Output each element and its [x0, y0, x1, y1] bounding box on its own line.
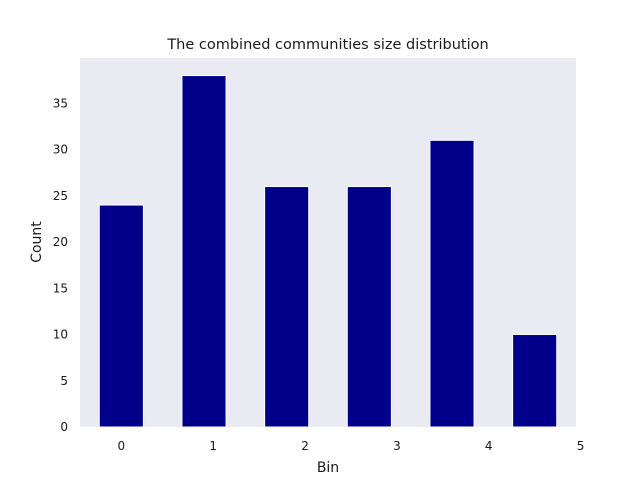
- bar-0: [98, 204, 144, 428]
- plot-area: [80, 58, 576, 427]
- x-tick-label: 0: [118, 439, 126, 453]
- chart-title: The combined communities size distributi…: [166, 37, 488, 53]
- bar-1: [181, 75, 227, 428]
- bar-2: [264, 186, 310, 428]
- x-tick-label: 1: [209, 439, 217, 453]
- x-tick-label: 5: [577, 439, 585, 453]
- y-tick-label: 10: [53, 328, 68, 342]
- y-tick-labels: 0 5 10 15 20 25 30 35: [53, 96, 68, 434]
- y-tick-label: 35: [53, 96, 68, 110]
- bar-5: [512, 334, 558, 428]
- bar-4: [429, 139, 475, 428]
- y-tick-label: 25: [53, 189, 68, 203]
- x-tick-labels: 0 1 2 3 4 5: [118, 439, 585, 453]
- y-tick-label: 20: [53, 235, 68, 249]
- x-tick-label: 3: [393, 439, 401, 453]
- x-tick-label: 2: [301, 439, 309, 453]
- y-tick-label: 15: [53, 281, 68, 295]
- x-tick-label: 4: [485, 439, 493, 453]
- y-tick-label: 5: [60, 374, 68, 388]
- bars-group: [98, 75, 558, 428]
- y-tick-label: 30: [53, 143, 68, 157]
- y-tick-label: 0: [60, 420, 68, 434]
- x-axis-label: Bin: [317, 460, 339, 476]
- y-axis-label: Count: [29, 221, 45, 263]
- bar-3: [346, 186, 392, 428]
